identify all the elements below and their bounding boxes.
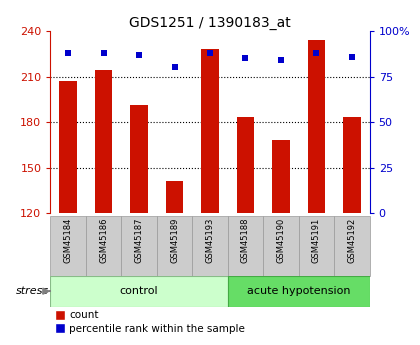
Bar <box>130 105 148 213</box>
Point <box>65 50 71 56</box>
Bar <box>299 216 334 276</box>
Text: acute hypotension: acute hypotension <box>247 286 350 296</box>
Bar <box>228 276 370 307</box>
Bar <box>50 276 228 307</box>
Text: stress: stress <box>16 286 49 296</box>
Bar <box>95 70 113 213</box>
Bar <box>201 49 219 213</box>
Point <box>242 56 249 61</box>
Bar <box>228 216 263 276</box>
Text: GSM45191: GSM45191 <box>312 218 321 263</box>
Bar <box>272 140 290 213</box>
Point <box>207 50 213 56</box>
Legend: count, percentile rank within the sample: count, percentile rank within the sample <box>55 310 245 334</box>
Bar <box>50 216 86 276</box>
Bar <box>263 216 299 276</box>
Text: GSM45186: GSM45186 <box>99 218 108 264</box>
Bar <box>86 216 121 276</box>
Bar <box>334 216 370 276</box>
Bar <box>192 216 228 276</box>
Point <box>349 54 355 59</box>
Text: GSM45193: GSM45193 <box>205 218 215 263</box>
Text: GSM45184: GSM45184 <box>64 218 73 263</box>
Bar <box>307 40 325 213</box>
Point <box>171 65 178 70</box>
Text: control: control <box>120 286 158 296</box>
Bar <box>165 181 184 213</box>
Point <box>278 57 284 63</box>
Text: GSM45189: GSM45189 <box>170 218 179 263</box>
Text: GSM45190: GSM45190 <box>276 218 286 263</box>
Bar <box>236 118 255 213</box>
Text: GSM45188: GSM45188 <box>241 218 250 264</box>
Text: GSM45192: GSM45192 <box>347 218 356 263</box>
Bar <box>59 81 77 213</box>
Point <box>313 50 320 56</box>
Text: GSM45187: GSM45187 <box>134 218 144 264</box>
Point <box>136 52 142 58</box>
Bar <box>343 118 361 213</box>
Point <box>100 50 107 56</box>
Bar <box>157 216 192 276</box>
Title: GDS1251 / 1390183_at: GDS1251 / 1390183_at <box>129 16 291 30</box>
Bar <box>121 216 157 276</box>
